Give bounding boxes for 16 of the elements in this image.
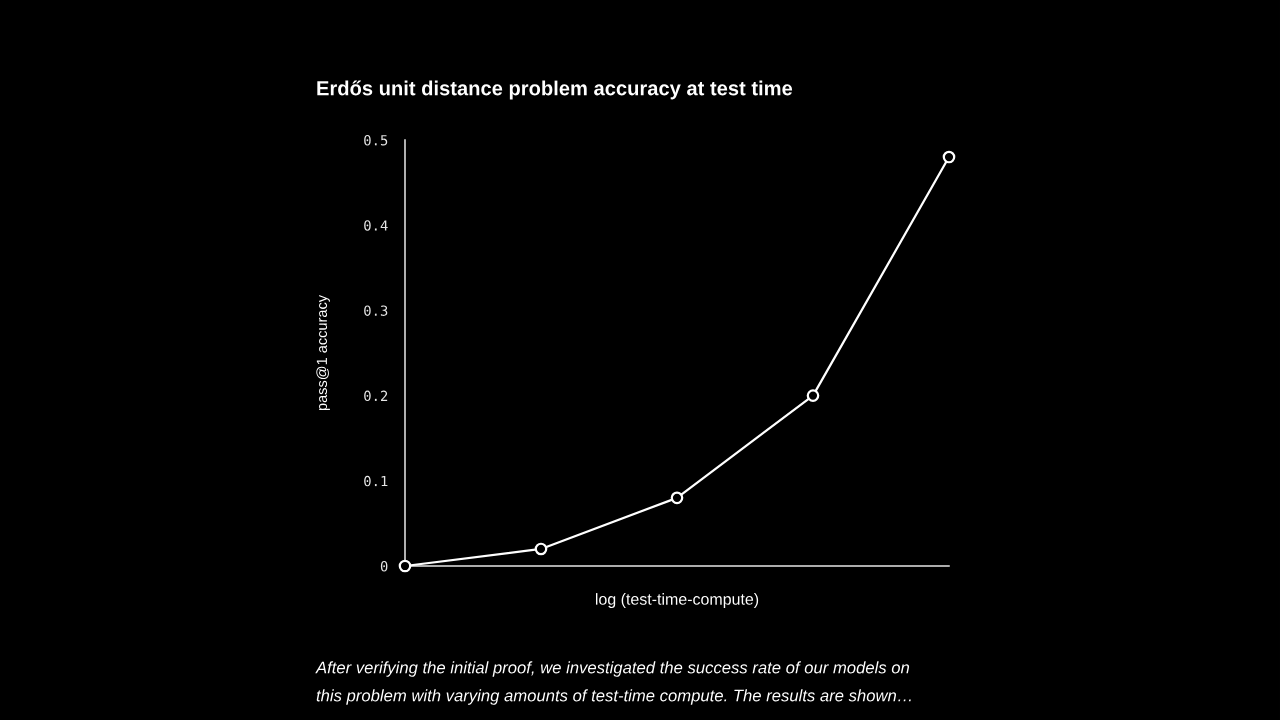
text: this problem with varying amounts of test-time compute. The results are shown… (316, 689, 911, 705)
point (398, 559, 412, 573)
y-tick-label: 0.1 (364, 475, 388, 487)
point (670, 491, 684, 505)
y-tick-label: 0.3 (364, 305, 388, 316)
point (534, 542, 548, 556)
y-tick-label: 0.2 (364, 390, 388, 402)
point (806, 389, 820, 402)
chart-title: Erdős unit distance problem accuracy at test time (317, 80, 793, 100)
y-tick-label: 0.4 (364, 220, 388, 231)
y-tick-label: 0 (380, 561, 388, 572)
point (942, 150, 956, 164)
text: After verifying the initial proof, we investigated the success rate of our models on (315, 661, 910, 677)
x-axis-title: log (test-time-compute) (595, 593, 759, 608)
y-tick-label: 0.5 (364, 135, 388, 146)
y-axis-title: pass@1 accuracy (316, 294, 330, 411)
